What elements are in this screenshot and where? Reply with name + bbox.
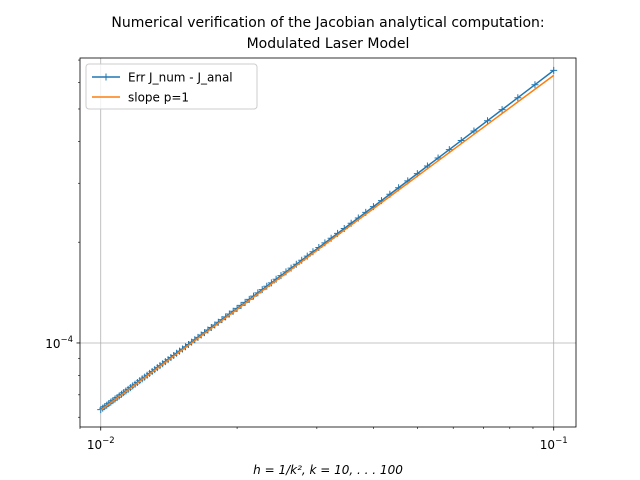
legend-box xyxy=(85,63,258,110)
x-tick-label: 10−2 xyxy=(87,436,115,452)
chart-title: Modulated Laser Model xyxy=(247,36,410,52)
marker xyxy=(550,66,558,74)
marker xyxy=(498,106,506,114)
tick-exponent: −4 xyxy=(60,335,73,345)
tick-base: 10 xyxy=(87,438,102,452)
plot-frame xyxy=(79,57,577,428)
marker xyxy=(531,81,539,89)
x-tick-label: 10−1 xyxy=(540,436,568,452)
marker xyxy=(484,117,492,125)
legend-label: Err J_num - J_anal xyxy=(128,71,233,85)
tick-base: 10 xyxy=(540,438,555,452)
tick-exponent: −2 xyxy=(102,436,115,446)
marker xyxy=(514,94,522,102)
tick-base: 10 xyxy=(45,337,60,351)
series-line xyxy=(100,74,555,411)
chart-title: Numerical verification of the Jacobian a… xyxy=(111,15,544,31)
legend-label: slope p=1 xyxy=(128,91,189,105)
y-tick-label: 10−4 xyxy=(45,335,73,351)
legend-marker xyxy=(102,73,110,81)
series-line xyxy=(100,69,555,411)
marker xyxy=(470,127,478,135)
tick-exponent: −1 xyxy=(555,436,568,446)
x-axis-label: h = 1/k², k = 10, . . . 100 xyxy=(253,463,403,477)
